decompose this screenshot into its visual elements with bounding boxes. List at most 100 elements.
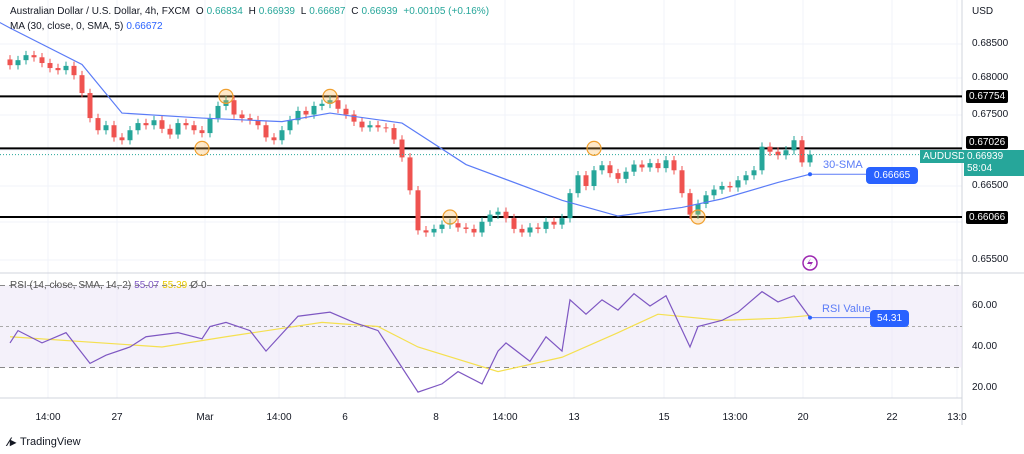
candle-body <box>575 175 581 194</box>
time-tick: 14:00 <box>35 412 61 423</box>
time-tick: 6 <box>342 412 348 423</box>
candle-body <box>199 130 205 134</box>
touch-marker <box>218 88 234 104</box>
candle-body <box>759 146 765 171</box>
candle-body <box>639 164 645 168</box>
candle-body <box>551 221 557 225</box>
lightning-icon <box>807 258 813 268</box>
ma-legend[interactable]: MA (30, close, 0, SMA, 5) 0.66672 <box>10 21 163 32</box>
candle-body <box>775 151 781 156</box>
candle-body <box>343 108 349 115</box>
candle-body <box>527 227 533 233</box>
open-value: 0.66834 <box>206 6 243 17</box>
candle-body <box>303 110 309 115</box>
candle-body <box>359 121 365 128</box>
candle-body <box>463 227 469 229</box>
time-tick: 13:0 <box>947 412 967 423</box>
candle-body <box>135 123 141 131</box>
candle-body <box>495 211 501 215</box>
candle-body <box>631 164 637 172</box>
candle-body <box>511 218 517 229</box>
candle-body <box>127 130 133 141</box>
symbol-legend: Australian Dollar / U.S. Dollar, 4h, FXC… <box>10 6 490 17</box>
candle-body <box>519 228 525 233</box>
candle-body <box>663 160 669 169</box>
rsi-tick: 20.00 <box>972 382 998 393</box>
rsi-tick: 60.00 <box>972 300 998 311</box>
price-tick: 0.66500 <box>972 180 1009 191</box>
time-tick: 15 <box>658 412 670 423</box>
ma-value: 0.66672 <box>126 21 163 32</box>
candle-body <box>647 163 653 168</box>
symbol-title: Australian Dollar / U.S. Dollar, 4h, FXC… <box>10 6 191 17</box>
candle-body <box>687 193 693 215</box>
high-value: 0.66939 <box>258 6 295 17</box>
candle-body <box>391 128 397 140</box>
candle-body <box>735 180 741 188</box>
time-tick: 14:00 <box>492 412 518 423</box>
candle-body <box>679 170 685 194</box>
candle-body <box>239 114 245 119</box>
sma-annotation-label: 30-SMA <box>823 159 863 171</box>
currency-label: USD <box>972 6 994 17</box>
candle-body <box>615 173 621 179</box>
candle-body <box>47 63 53 69</box>
touch-marker <box>322 88 338 104</box>
candle-body <box>55 68 61 71</box>
time-tick: 20 <box>797 412 809 423</box>
candle-body <box>151 120 157 126</box>
candle-body <box>439 224 445 229</box>
candle-body <box>727 186 733 188</box>
candle-body <box>383 127 389 129</box>
rsi-annotation-value: 54.31 <box>870 310 910 327</box>
candle-body <box>743 175 749 181</box>
price-tick: 0.65500 <box>972 254 1009 265</box>
candle-body <box>167 128 173 135</box>
candle-body <box>87 93 93 119</box>
candle-body <box>559 218 565 225</box>
candle-body <box>175 123 181 135</box>
candle-body <box>695 203 701 215</box>
candle-body <box>103 125 109 131</box>
candle-body <box>79 75 85 94</box>
candle-body <box>655 163 661 169</box>
tradingview-icon: ⁄▸ <box>8 435 17 449</box>
candle-body <box>583 175 589 186</box>
time-tick: 8 <box>433 412 439 423</box>
candle-body <box>423 230 429 233</box>
candle-body <box>287 120 293 131</box>
candle-body <box>455 223 461 228</box>
candle-body <box>31 55 37 58</box>
candle-body <box>407 157 413 191</box>
candle-body <box>335 100 341 109</box>
candle-body <box>95 118 101 131</box>
candle-body <box>271 137 277 141</box>
candle-body <box>807 154 813 163</box>
candle-body <box>23 55 29 61</box>
candle-body <box>255 120 261 126</box>
change-value: +0.00105 (+0.16%) <box>403 6 490 17</box>
touch-marker <box>586 140 602 156</box>
candle-body <box>767 146 773 152</box>
level-label: 0.67026 <box>966 136 1009 149</box>
candle-body <box>7 59 13 66</box>
candle-body <box>327 100 333 104</box>
time-tick: 27 <box>111 412 123 423</box>
symbol-tag: AUDUSD <box>920 150 969 163</box>
candle-body <box>543 221 549 229</box>
tradingview-logo[interactable]: ⁄▸ TradingView <box>8 435 81 449</box>
candle-body <box>63 65 69 71</box>
candle-body <box>231 100 237 115</box>
candle-body <box>503 211 509 219</box>
rsi-legend[interactable]: RSI (14, close, SMA, 14, 2) 55.07 55.39 Ø 0 <box>10 280 207 291</box>
rsi-point <box>808 315 812 320</box>
sma-annotation-value: 0.66665 <box>866 167 919 184</box>
candle-body <box>535 227 541 229</box>
candle-body <box>703 195 709 204</box>
level-label: 0.67754 <box>966 90 1009 103</box>
candle-body <box>711 189 717 196</box>
time-tick: Mar <box>196 412 214 423</box>
candle-body <box>39 57 45 64</box>
low-value: 0.66687 <box>309 6 346 17</box>
